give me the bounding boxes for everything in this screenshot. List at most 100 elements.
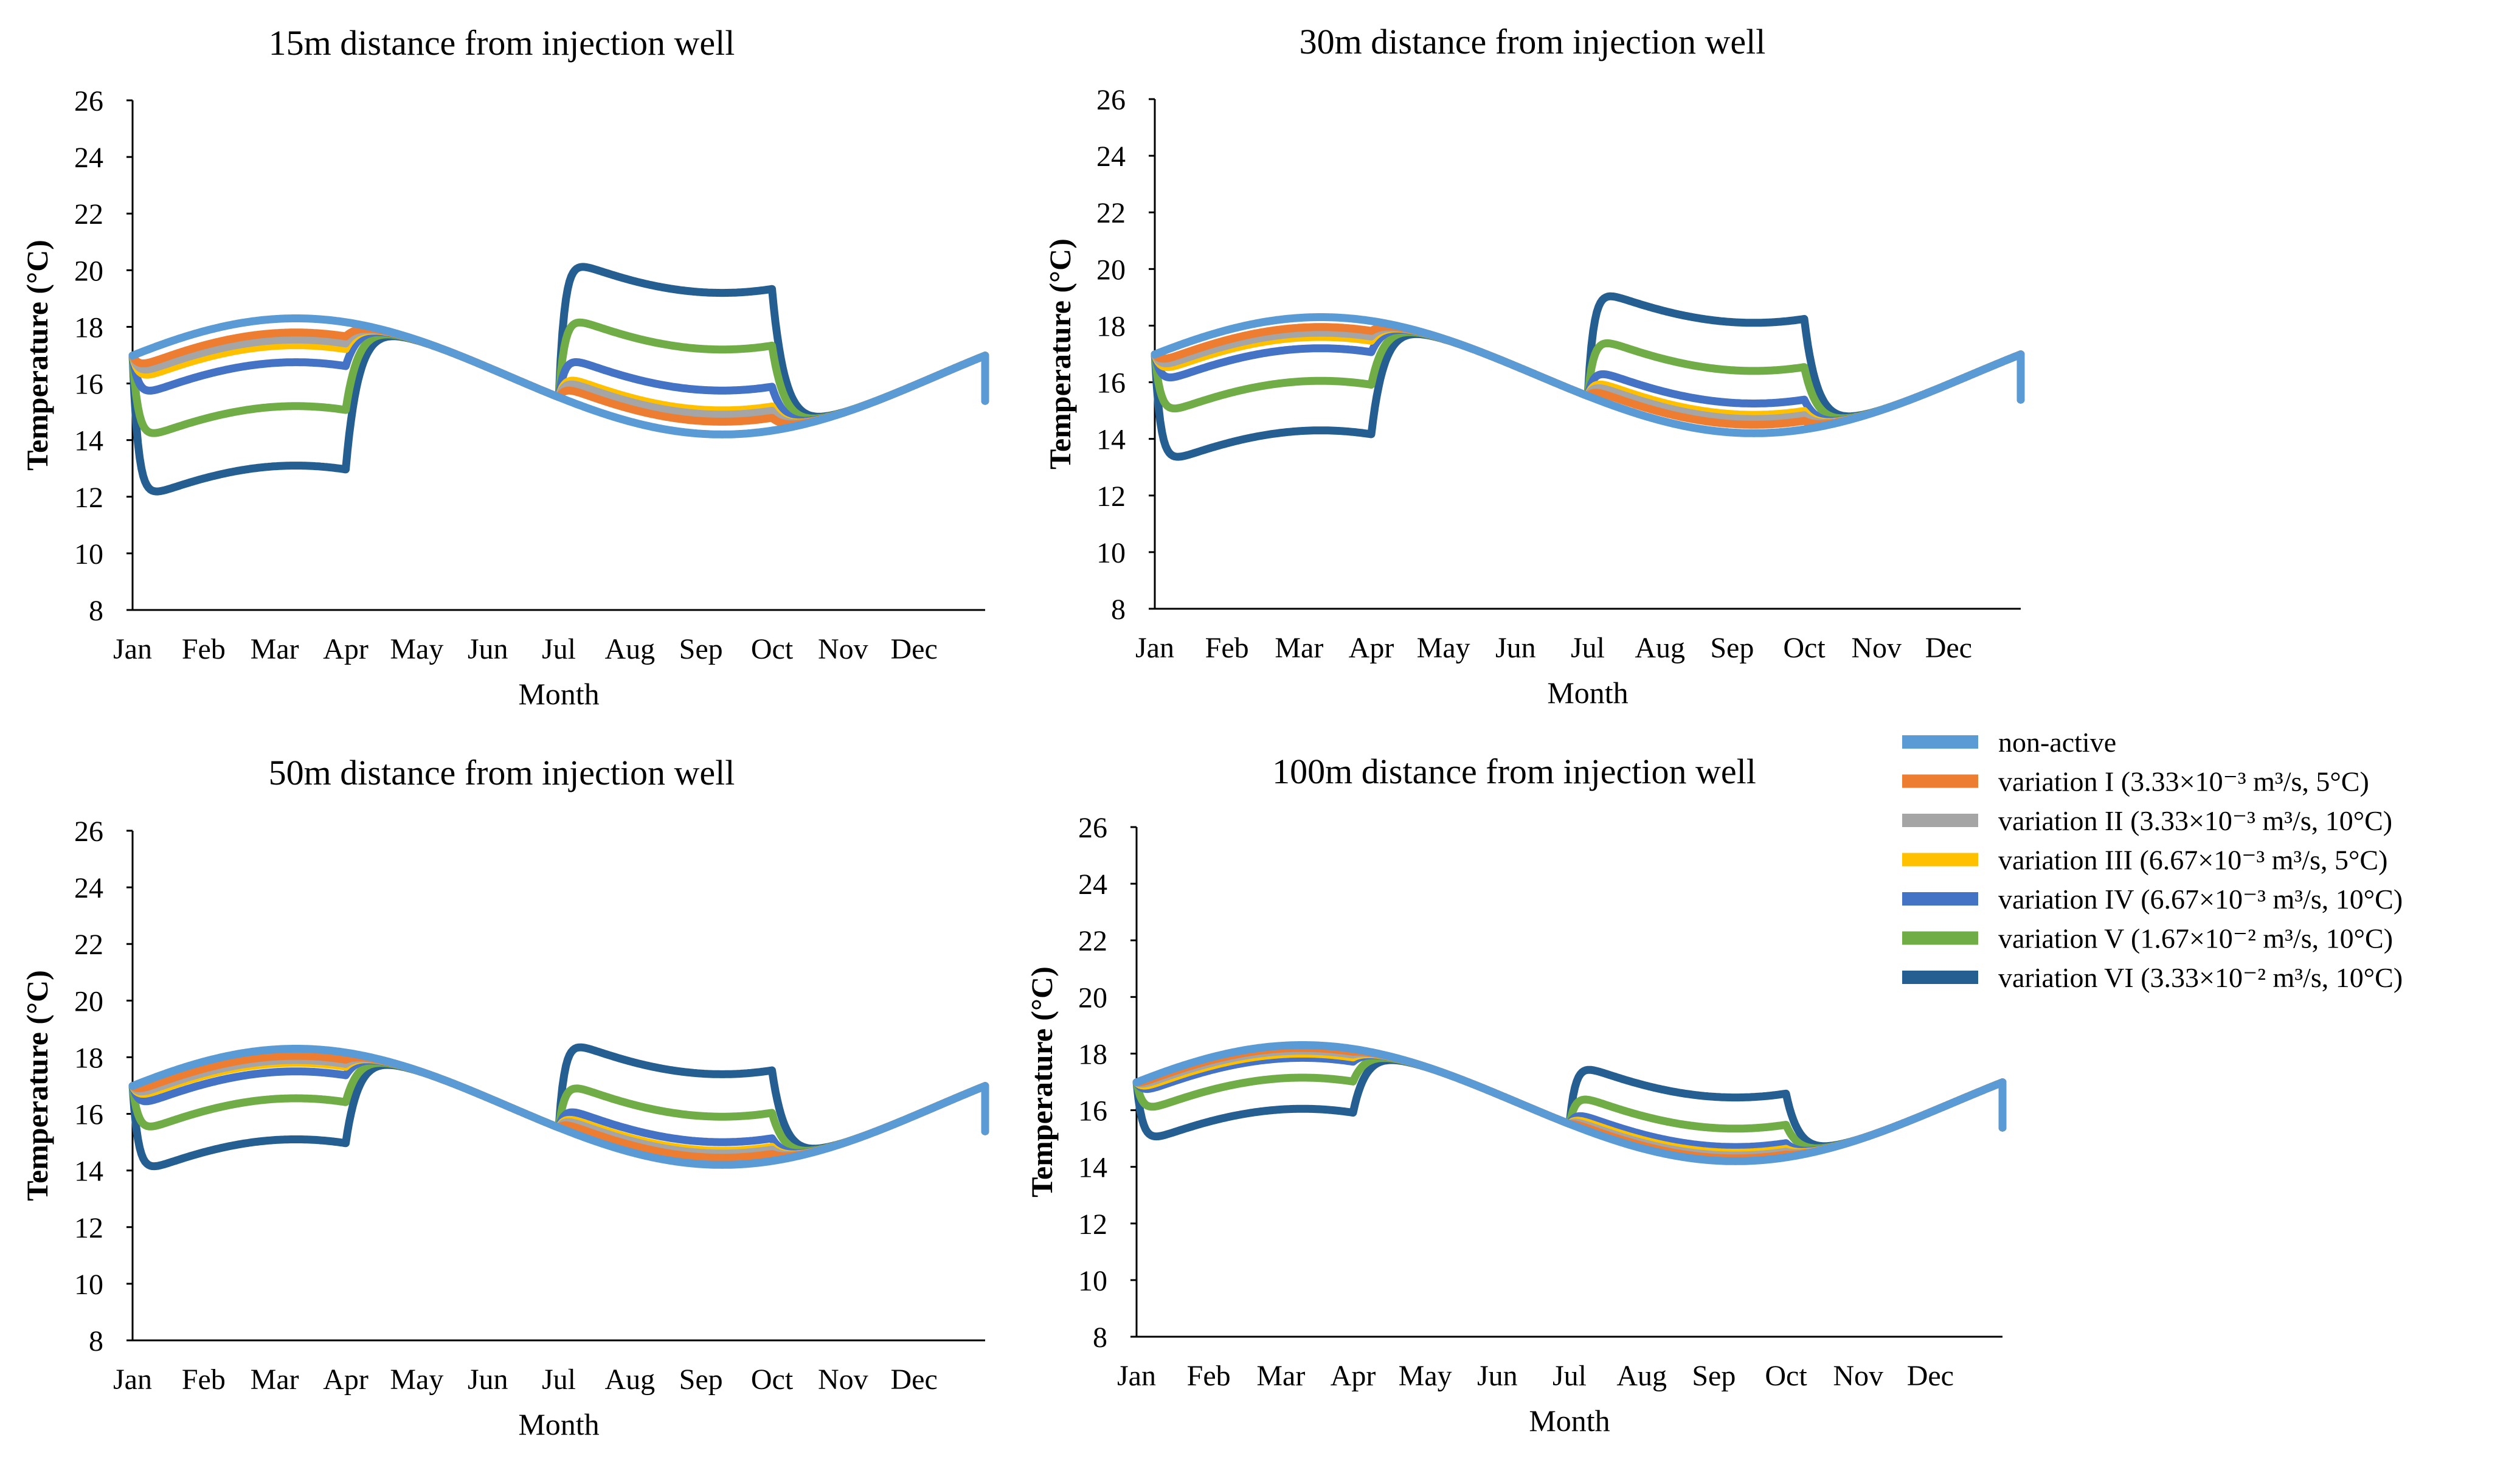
y-tick-label: 16 [74,369,103,401]
x-tick-label: Mar [251,633,299,665]
x-axis-label: Month [518,1407,599,1441]
y-tick-label: 14 [1096,424,1126,456]
y-tick-label: 24 [74,142,103,174]
y-tick-label: 22 [1096,197,1126,229]
y-tick-label: 12 [74,482,103,514]
x-tick-label: Jul [542,633,576,665]
y-tick-label: 16 [74,1099,103,1131]
y-tick-label: 20 [74,985,103,1017]
x-tick-label: Jul [1571,632,1605,664]
series-line-0 [128,314,989,438]
legend-label: variation III (6.67×10⁻³ m³/s, 5°C) [1998,845,2387,876]
x-tick-label: Jun [1495,632,1536,664]
y-axis-label: Temperature (°C) [20,970,54,1201]
y-tick-label: 8 [1111,594,1126,626]
x-tick-label: May [390,633,443,665]
chart-panel-2: 30m distance from injection well 8 10 12 14 1… [1043,22,2025,710]
x-tick-label: Jan [1117,1360,1156,1392]
x-tick-label: Feb [182,1363,226,1396]
chart-panel-4: 100m distance from injection well 8 10 12 14… [1025,752,2007,1438]
x-tick-label: Sep [1692,1360,1736,1392]
y-tick-label: 14 [74,1155,103,1188]
y-tick-label: 12 [74,1212,103,1244]
y-tick-label: 8 [1093,1322,1107,1354]
x-tick-label: Jan [113,633,152,665]
x-tick-label: Jan [113,1363,152,1396]
chart-panel-3: 50m distance from injection well 8 10 12 14 1… [20,753,989,1441]
y-tick-label: 14 [1078,1152,1107,1184]
y-tick-label: 20 [74,255,103,287]
x-tick-label: May [1399,1360,1452,1392]
y-tick-label: 10 [1078,1265,1107,1297]
legend-label: variation IV (6.67×10⁻³ m³/s, 10°C) [1998,884,2403,915]
x-tick-label: Mar [1256,1360,1305,1392]
series-line-0 [128,1045,989,1169]
y-axis-label: Temperature (°C) [1043,238,1077,469]
chart-title: 50m distance from injection well [269,753,735,792]
y-tick-label: 10 [1096,537,1126,569]
y-tick-label: 22 [1078,925,1107,957]
y-tick-label: 8 [89,1325,103,1357]
chart-panel-1: 15m distance from injection well 8 10 12 14 1… [20,23,989,711]
y-tick-label: 16 [1096,367,1126,400]
y-axis-label: Temperature (°C) [20,240,54,471]
y-tick-label: 12 [1078,1208,1107,1241]
x-tick-label: Sep [679,633,723,665]
x-tick-label: Nov [1833,1360,1883,1392]
x-tick-label: Dec [891,1363,938,1396]
x-tick-label: Feb [182,633,226,665]
y-tick-label: 22 [74,929,103,961]
x-tick-label: Oct [751,633,794,665]
y-tick-label: 18 [1078,1038,1107,1070]
y-tick-label: 10 [74,1269,103,1301]
x-tick-label: Jul [542,1363,576,1396]
y-tick-label: 26 [74,85,103,117]
x-tick-label: Apr [1331,1360,1376,1392]
x-tick-label: Aug [1616,1360,1667,1392]
x-tick-label: Dec [1907,1360,1954,1392]
y-tick-label: 24 [1096,140,1126,173]
x-tick-label: Apr [323,1363,369,1396]
x-tick-label: Apr [1349,632,1394,664]
x-tick-label: Dec [891,633,938,665]
x-axis-label: Month [1529,1404,1610,1438]
chart-title: 15m distance from injection well [269,23,735,63]
y-tick-label: 8 [89,595,103,627]
y-tick-label: 18 [74,311,103,344]
y-tick-label: 18 [1096,310,1126,342]
x-tick-label: Mar [1275,632,1323,664]
y-tick-label: 24 [1078,868,1107,901]
x-tick-label: Jan [1135,632,1174,664]
x-tick-label: Sep [679,1363,723,1396]
legend-label: non-active [1998,727,2116,758]
y-tick-label: 26 [1096,84,1126,116]
x-tick-label: Jun [468,1363,508,1396]
x-tick-label: May [1417,632,1470,664]
x-tick-label: May [390,1363,443,1396]
series-line-0 [1151,313,2025,437]
x-tick-label: Aug [1635,632,1685,664]
y-tick-label: 24 [74,872,103,904]
y-tick-label: 12 [1096,480,1126,513]
x-tick-label: Dec [1925,632,1972,664]
x-tick-label: Sep [1710,632,1754,664]
y-tick-label: 26 [1078,812,1107,844]
x-tick-label: Apr [323,633,369,665]
x-tick-label: Feb [1205,632,1249,664]
x-axis-label: Month [518,677,599,711]
x-tick-label: Jun [1477,1360,1518,1392]
x-tick-label: Jun [468,633,508,665]
legend-label: variation II (3.33×10⁻³ m³/s, 10°C) [1998,805,2392,836]
x-tick-label: Mar [251,1363,299,1396]
y-tick-label: 16 [1078,1095,1107,1128]
x-tick-label: Oct [751,1363,794,1396]
y-tick-label: 14 [74,425,103,457]
chart-title: 30m distance from injection well [1300,22,1766,61]
x-tick-label: Oct [1765,1360,1807,1392]
chart-title: 100m distance from injection well [1272,752,1756,791]
x-tick-label: Nov [818,633,868,665]
y-tick-label: 20 [1078,982,1107,1014]
x-tick-label: Aug [604,633,655,665]
y-axis-label: Temperature (°C) [1025,966,1059,1197]
